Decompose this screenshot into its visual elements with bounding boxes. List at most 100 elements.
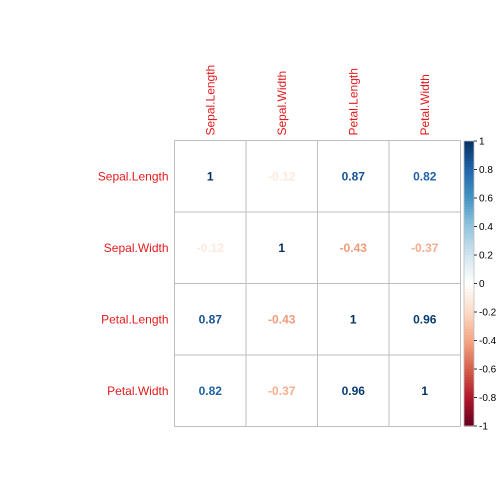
- legend-tick-label: 0.2: [479, 251, 493, 262]
- legend-color-segment: [464, 283, 474, 287]
- legend-color-segment: [464, 178, 474, 182]
- legend-color-segment: [464, 229, 474, 233]
- column-label-sepal-width: Sepal.Width: [275, 71, 289, 136]
- legend-color-segment: [464, 346, 474, 350]
- legend-color-segment: [464, 289, 474, 293]
- legend-color-segment: [464, 317, 474, 322]
- row-label-sepal-width: Sepal.Width: [104, 241, 169, 255]
- cell-petal-length-petal-width: [389, 283, 461, 355]
- legend-color-segment: [464, 380, 474, 384]
- legend-color-segment: [464, 143, 474, 148]
- column-labels: Sepal.Length Sepal.Width Petal.Length Petal…: [203, 65, 432, 136]
- legend-color-segment: [464, 146, 474, 151]
- legend-color-segment: [464, 169, 474, 173]
- legend-color-segment: [464, 158, 474, 162]
- cell-petal-length-sepal-length: [174, 283, 246, 355]
- legend-color-segment: [464, 329, 474, 333]
- legend-color-segment: [464, 326, 474, 330]
- color-legend: 1 0.8 0.6 0.4 0.2 0 -0.2 -0.4 -0.6 -0.8 -1: [463, 137, 497, 433]
- legend-tick-label: -1: [479, 422, 488, 433]
- legend-color-segment: [464, 226, 474, 230]
- legend-color-segment: [464, 383, 474, 387]
- cell-sepal-length-sepal-width: [246, 140, 318, 212]
- legend-color-segment: [464, 403, 474, 407]
- legend-color-segment: [464, 414, 474, 419]
- legend-color-segment: [464, 349, 474, 353]
- cell-value-sepal-length-sepal-length: 1: [207, 169, 214, 183]
- cell-petal-length-petal-length: [317, 283, 389, 355]
- legend-color-segment: [464, 195, 474, 199]
- legend-color-segment: [464, 274, 474, 279]
- cell-value-petal-length-sepal-length: 0.87: [199, 312, 223, 326]
- cell-value-sepal-length-petal-length: 0.87: [342, 169, 366, 183]
- legend-color-segment: [464, 200, 474, 205]
- legend-color-segment: [464, 314, 474, 319]
- legend-color-segment: [464, 149, 474, 153]
- cell-petal-width-sepal-length: [174, 355, 246, 427]
- legend-color-segment: [464, 386, 474, 390]
- legend-color-segment: [464, 249, 474, 253]
- legend-color-segment: [464, 172, 474, 176]
- cell-sepal-length-petal-length: [317, 140, 389, 212]
- legend-color-segment: [464, 369, 474, 373]
- legend-color-segment: [464, 406, 474, 410]
- column-label-petal-width: Petal.Width: [418, 74, 432, 135]
- cell-value-petal-width-petal-width: 1: [421, 384, 428, 398]
- legend-color-segment: [464, 206, 474, 210]
- cell-value-sepal-length-petal-width: 0.82: [413, 169, 437, 183]
- legend-color-segment: [464, 183, 474, 188]
- legend-color-segment: [464, 166, 474, 171]
- legend-color-segment: [464, 423, 474, 427]
- cell-value-petal-width-petal-length: 0.96: [342, 384, 366, 398]
- legend-color-segment: [464, 266, 474, 270]
- legend-color-segment: [464, 232, 474, 236]
- legend-color-segment: [464, 246, 474, 250]
- cell-petal-width-petal-width: [389, 355, 461, 427]
- legend-color-segment: [464, 280, 474, 285]
- legend-color-segment: [464, 215, 474, 219]
- legend-color-segment: [464, 237, 474, 242]
- legend-color-segment: [464, 394, 474, 399]
- legend-color-segment: [464, 186, 474, 191]
- column-label-sepal-length: Sepal.Length: [203, 65, 217, 136]
- cell-value-petal-width-sepal-length: 0.82: [199, 384, 223, 398]
- cell-petal-length-sepal-width: [246, 283, 318, 355]
- cell-sepal-length-petal-width: [389, 140, 461, 212]
- legend-color-segment: [464, 374, 474, 379]
- legend-color-segment: [464, 420, 474, 424]
- legend-tick-label: -0.8: [479, 393, 497, 404]
- cell-sepal-width-petal-width: [389, 212, 461, 284]
- legend-color-segment: [464, 260, 474, 265]
- cell-sepal-length-sepal-length: [174, 140, 246, 212]
- legend-color-segment: [464, 411, 474, 416]
- column-label-petal-length: Petal.Length: [346, 68, 360, 135]
- legend-color-segment: [464, 252, 474, 256]
- legend-color-segment: [464, 300, 474, 305]
- legend-color-segment: [464, 306, 474, 310]
- legend-color-segment: [464, 203, 474, 208]
- legend-color-segment: [464, 240, 474, 245]
- legend-color-segment: [464, 371, 474, 376]
- legend-color-segment: [464, 400, 474, 404]
- legend-color-segment: [464, 391, 474, 396]
- legend-color-segment: [464, 217, 474, 222]
- legend-color-segment: [464, 292, 474, 296]
- legend-color-segment: [464, 243, 474, 248]
- cell-value-sepal-length-sepal-width: -0.12: [268, 169, 296, 183]
- legend-color-segment: [464, 220, 474, 225]
- cell-petal-width-sepal-width: [246, 355, 318, 427]
- legend-color-segment: [464, 377, 474, 381]
- legend-color-segment: [464, 257, 474, 262]
- row-label-petal-length: Petal.Length: [101, 312, 168, 326]
- legend-color-segment: [464, 320, 474, 324]
- legend-color-segment: [464, 363, 474, 367]
- cells-layer: [174, 140, 461, 427]
- legend-color-segment: [464, 263, 474, 267]
- legend-color-segment: [464, 198, 474, 202]
- legend-color-segment: [464, 357, 474, 362]
- legend-color-segment: [464, 212, 474, 216]
- cell-value-sepal-width-petal-width: -0.37: [411, 241, 439, 255]
- legend-color-segment: [464, 408, 474, 413]
- legend-color-segment: [464, 163, 474, 168]
- legend-color-segment: [464, 354, 474, 359]
